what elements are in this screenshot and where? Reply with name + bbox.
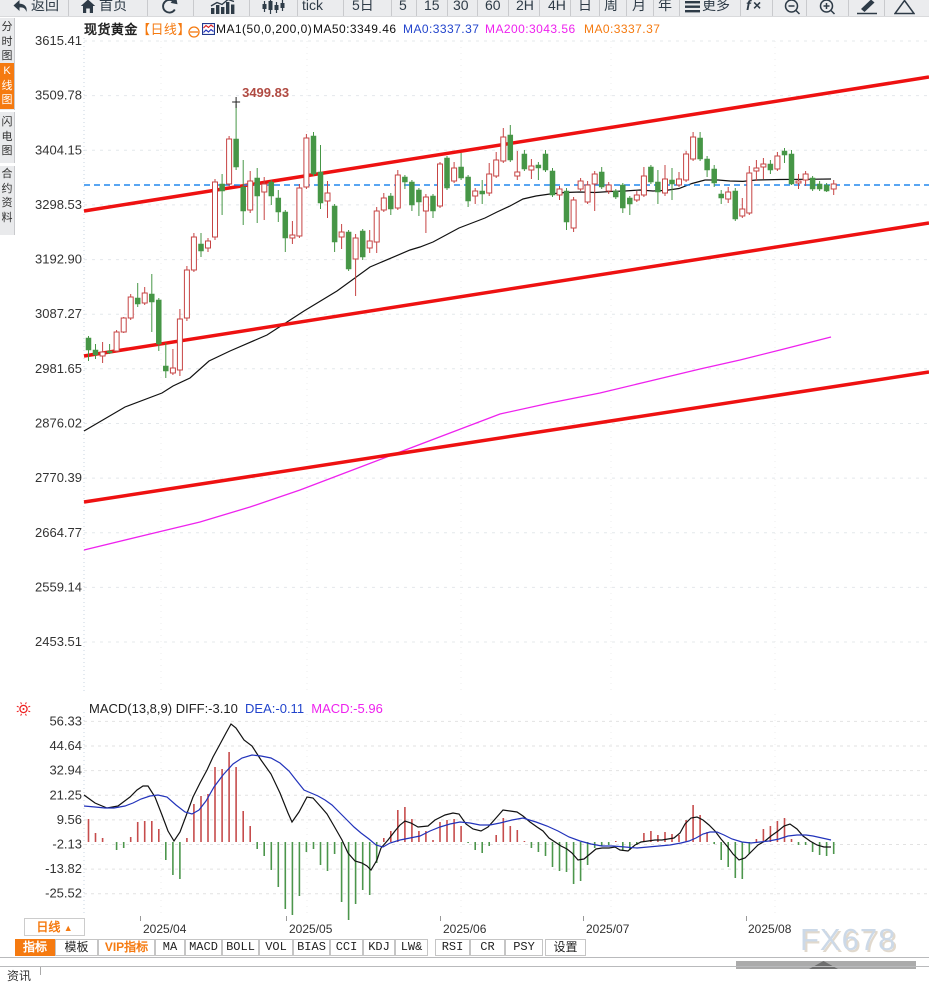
svg-text:2559.14: 2559.14 — [35, 579, 82, 594]
svg-text:32.94: 32.94 — [49, 763, 82, 778]
svg-text:3499.83: 3499.83 — [242, 85, 289, 100]
svg-text:-25.52: -25.52 — [45, 886, 82, 901]
svg-text:2876.02: 2876.02 — [35, 416, 82, 431]
svg-text:56.33: 56.33 — [49, 713, 82, 728]
svg-text:9.56: 9.56 — [57, 812, 82, 827]
svg-text:2664.77: 2664.77 — [35, 525, 82, 540]
svg-text:44.64: 44.64 — [49, 738, 82, 753]
svg-text:3615.41: 3615.41 — [35, 33, 82, 48]
svg-text:3509.78: 3509.78 — [35, 88, 82, 103]
svg-text:2453.51: 2453.51 — [35, 634, 82, 649]
svg-text:3298.53: 3298.53 — [35, 197, 82, 212]
svg-text:2770.39: 2770.39 — [35, 470, 82, 485]
svg-text:21.25: 21.25 — [49, 787, 82, 802]
svg-text:3087.27: 3087.27 — [35, 306, 82, 321]
svg-text:-13.82: -13.82 — [45, 861, 82, 876]
svg-text:2981.65: 2981.65 — [35, 361, 82, 376]
svg-text:3192.90: 3192.90 — [35, 252, 82, 267]
svg-text:-2.13: -2.13 — [52, 837, 82, 852]
svg-text:3404.15: 3404.15 — [35, 142, 82, 157]
